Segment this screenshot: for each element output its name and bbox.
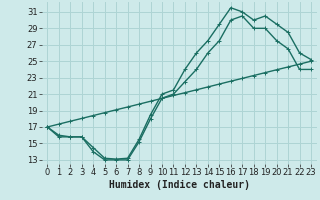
X-axis label: Humidex (Indice chaleur): Humidex (Indice chaleur)	[109, 180, 250, 190]
